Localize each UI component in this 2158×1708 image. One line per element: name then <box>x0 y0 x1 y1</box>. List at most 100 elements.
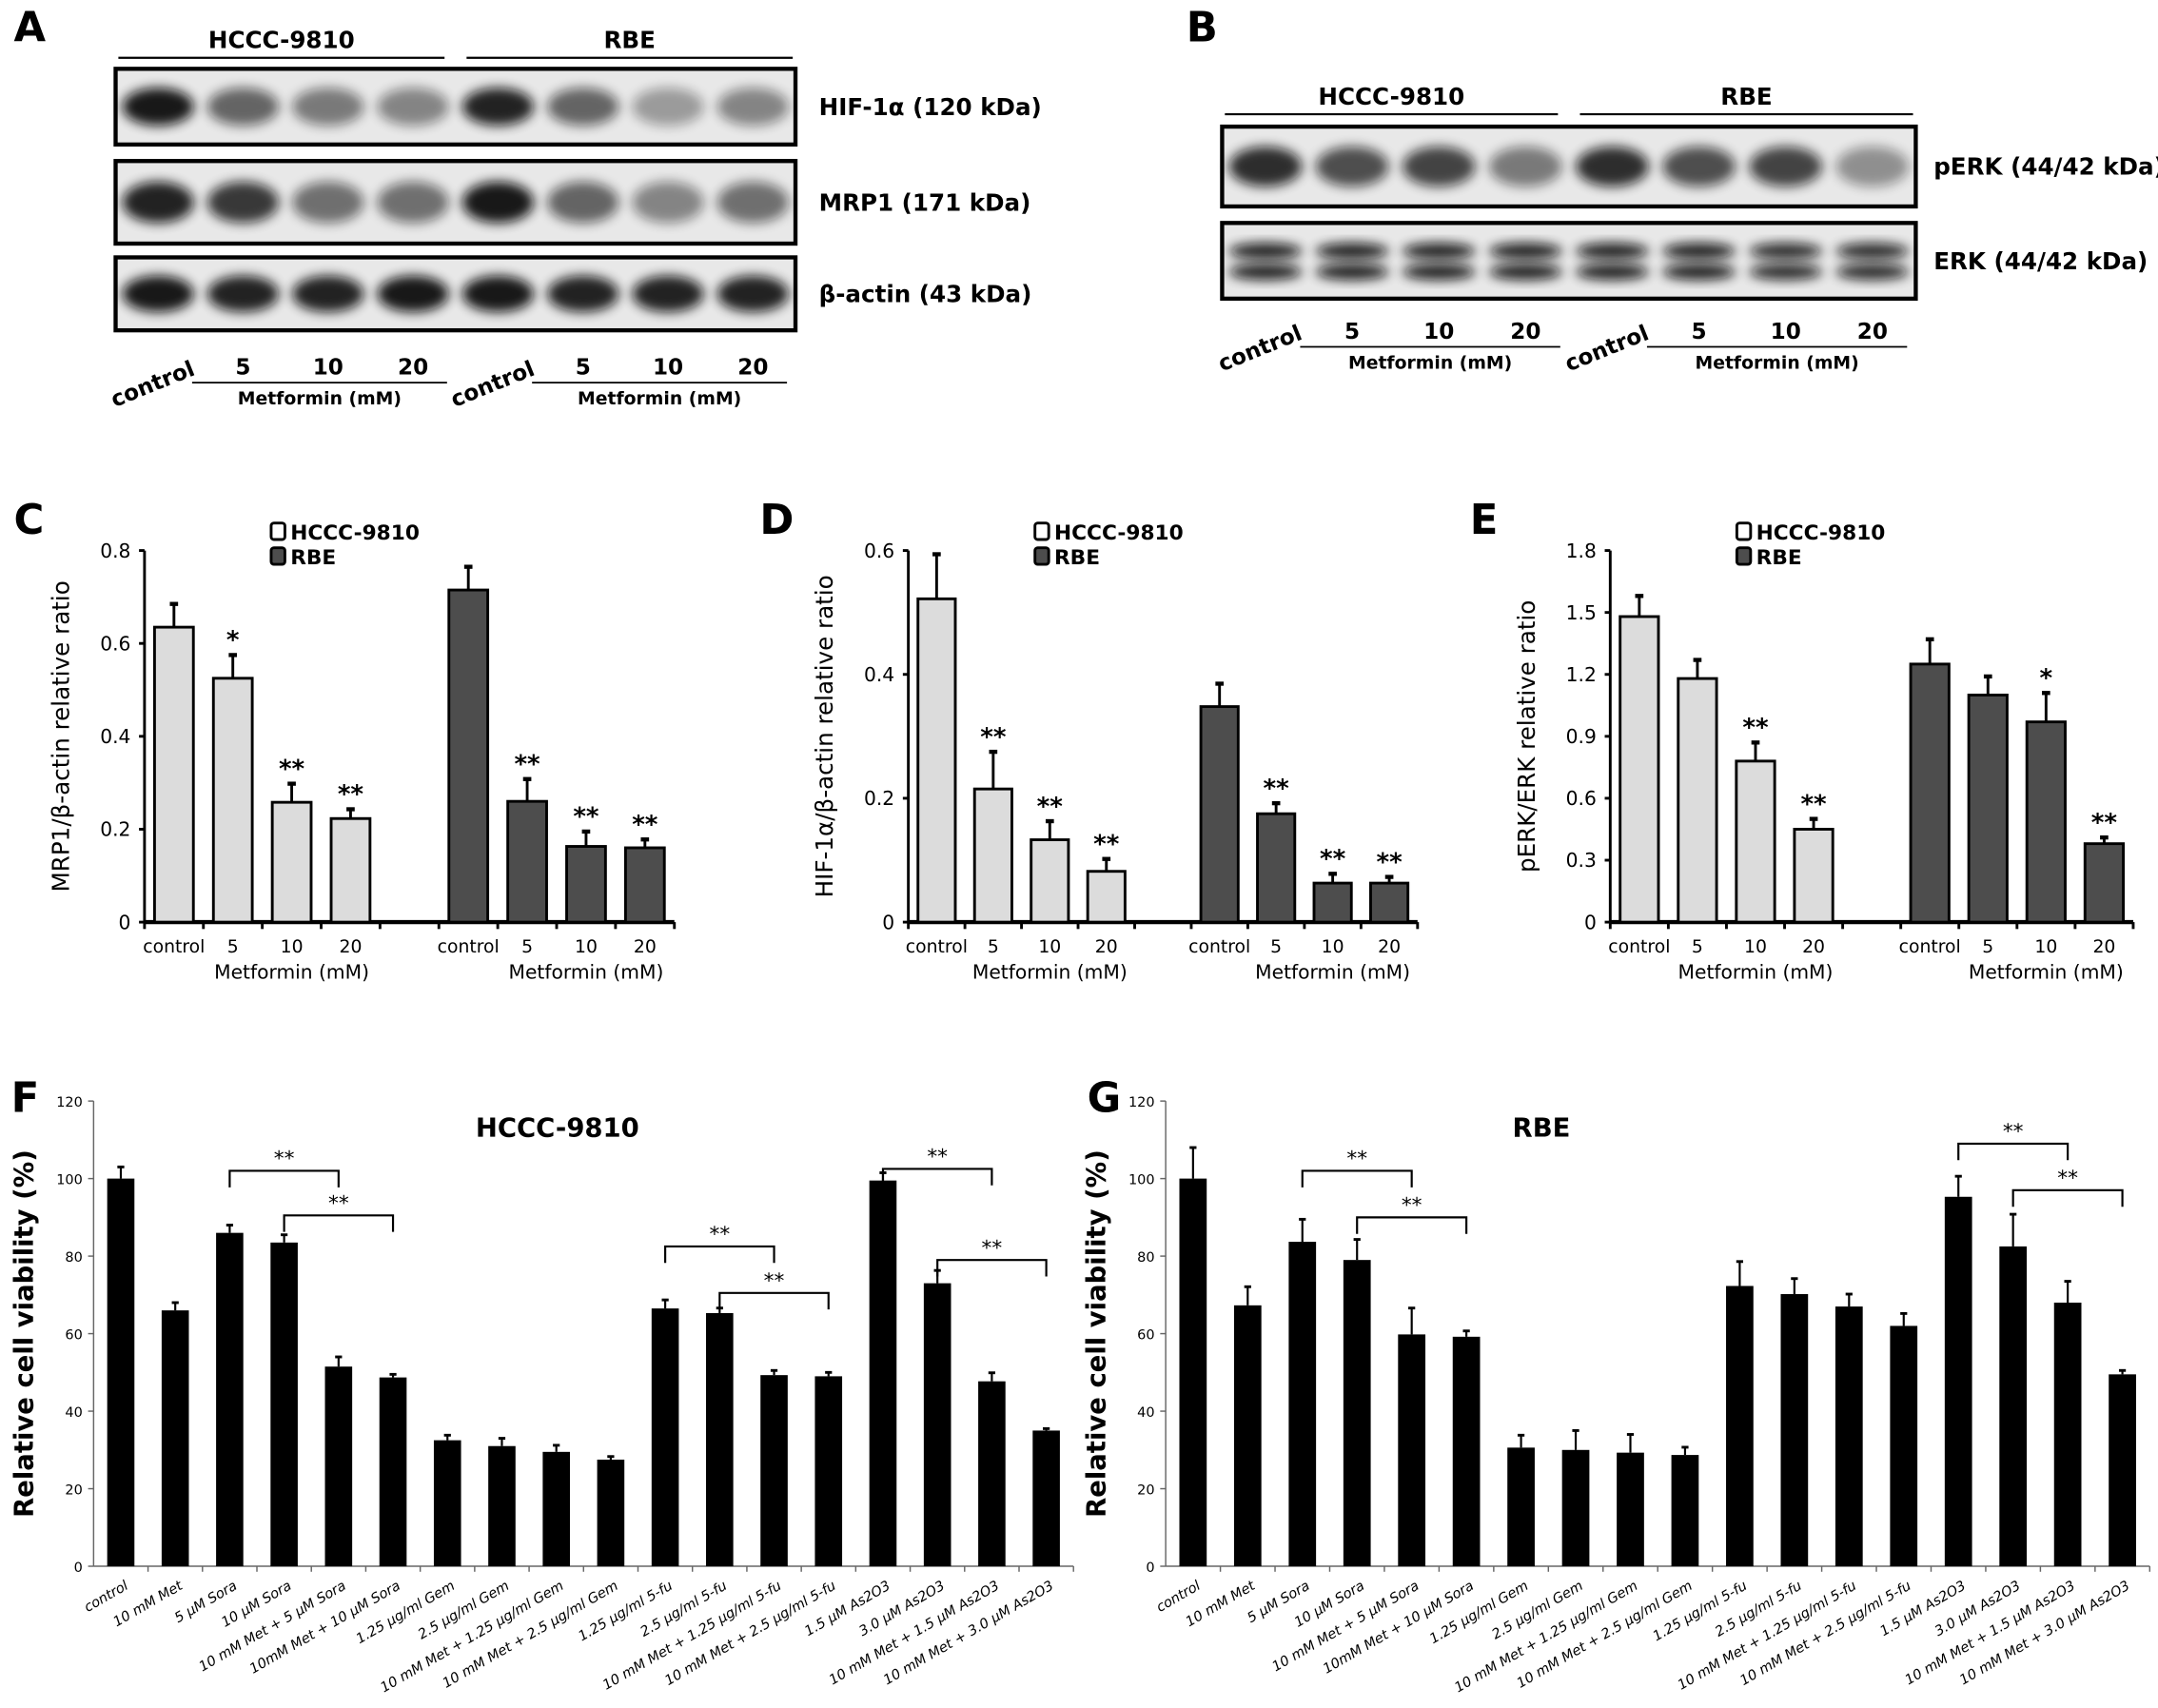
bar <box>2109 1374 2136 1567</box>
y-tick-label: 120 <box>56 1095 83 1110</box>
bar <box>506 799 548 924</box>
protein-band <box>122 88 194 126</box>
y-axis-label: HIF-1α/β-actin relative ratio <box>811 575 838 897</box>
legend-swatch <box>1735 546 1753 566</box>
x-axis-label: Metformin (mM) <box>214 960 369 983</box>
bar <box>1561 1449 1590 1567</box>
western-blots: HCCC-9810 RBE HIF-1α (120 kDa) MRP1 (171 kD… <box>108 27 2158 413</box>
protein-band <box>1402 147 1476 187</box>
significance-bracket <box>228 1169 340 1188</box>
significance-marker: ** <box>2003 1120 2024 1144</box>
protein-band <box>206 88 279 126</box>
y-tick-label: 0.3 <box>1566 849 1597 872</box>
chart-D: 0 0.2 0.4 0.6 HIF-1α/β-actin relative ratio c… <box>811 521 1420 983</box>
x-tick-label: 10 <box>281 937 304 957</box>
bar <box>972 787 1013 924</box>
x-tick-label: 20 <box>339 937 362 957</box>
significance-marker: ** <box>1800 790 1827 818</box>
protein-band <box>292 88 364 126</box>
protein-band <box>1228 147 1303 187</box>
legend-swatch <box>269 521 286 541</box>
y-tick-label: 0.4 <box>100 725 130 748</box>
significance-marker: ** <box>2091 809 2118 837</box>
chart-C: 0 0.2 0.4 0.6 0.8 MRP1/β-actin relative ratio… <box>47 521 677 983</box>
legend-swatch <box>1033 546 1050 566</box>
protein-band <box>547 275 619 312</box>
panel-label: C <box>13 497 44 544</box>
significance-marker: ** <box>764 1269 785 1293</box>
significance-marker: ** <box>1376 848 1403 876</box>
protein-band <box>547 88 619 126</box>
bar <box>324 1366 353 1567</box>
bar <box>565 845 607 924</box>
protein-band <box>1576 243 1649 260</box>
protein-band <box>377 181 449 224</box>
y-tick-label: 20 <box>65 1482 82 1498</box>
x-tick-label: 20 <box>1378 937 1401 957</box>
y-tick-label: 0 <box>74 1561 83 1576</box>
significance-marker: ** <box>2057 1167 2078 1190</box>
significance-bracket <box>718 1291 830 1310</box>
chart-title: RBE <box>1513 1113 1571 1144</box>
cell-line-header: RBE <box>604 27 656 54</box>
protein-band <box>1228 243 1303 260</box>
protein-band <box>1835 147 1910 187</box>
x-tick-label: 20 <box>1802 937 1825 957</box>
significance-bracket <box>283 1214 395 1232</box>
y-tick-label: 0.2 <box>864 787 894 810</box>
protein-band <box>1576 147 1649 187</box>
significance-marker: ** <box>1093 830 1120 858</box>
bar <box>1398 1334 1426 1567</box>
y-tick-label: 100 <box>1128 1172 1155 1188</box>
protein-band <box>1749 263 1823 281</box>
protein-band <box>292 181 364 224</box>
bar <box>651 1308 679 1567</box>
x-axis-label: Metformin (mM) <box>509 960 664 983</box>
lane-label-control: control <box>1561 321 1652 377</box>
significance-marker: ** <box>980 723 1007 752</box>
x-tick-label: 5 <box>521 937 533 957</box>
lane-label-dose: 20 <box>737 355 768 380</box>
x-tick-label: control <box>1188 937 1250 957</box>
bar <box>1890 1325 1918 1567</box>
y-tick-label: 0.6 <box>100 632 130 655</box>
y-axis-label: MRP1/β-actin relative ratio <box>47 580 74 892</box>
chart-title: HCCC-9810 <box>476 1113 639 1144</box>
x-tick-label: 10 <box>2034 937 2057 957</box>
bar <box>623 846 666 924</box>
protein-band <box>632 275 704 312</box>
protein-band <box>1315 263 1389 281</box>
significance-bracket <box>1356 1216 1468 1234</box>
x-tick-label: 10 <box>1322 937 1344 957</box>
legend-label: HCCC-9810 <box>1756 521 1886 545</box>
legend-swatch <box>1033 521 1050 541</box>
bar <box>1677 677 1718 924</box>
significance-marker: ** <box>1346 1148 1367 1171</box>
y-tick-label: 60 <box>65 1327 82 1343</box>
x-tick-label: 1.25 μg/ml Gem <box>354 1579 458 1647</box>
lane-label-dose: 10 <box>653 355 683 380</box>
bar <box>2083 842 2126 924</box>
bar <box>597 1459 625 1567</box>
lane-label-control: control <box>108 357 198 413</box>
bar <box>1967 693 2009 924</box>
significance-marker: ** <box>632 811 658 839</box>
significance-bracket <box>881 1168 993 1186</box>
bar <box>542 1451 570 1567</box>
y-tick-label: 1.2 <box>1566 663 1597 686</box>
bar <box>152 625 195 924</box>
lane-label-dose: 10 <box>1423 320 1454 344</box>
y-tick-label: 20 <box>1137 1482 1154 1498</box>
x-tick-label: control <box>1608 937 1670 957</box>
protein-band <box>1402 263 1476 281</box>
bar <box>1944 1196 1972 1567</box>
significance-bracket <box>664 1245 775 1264</box>
protein-band <box>547 181 619 224</box>
bar <box>1030 838 1070 924</box>
x-tick-label: 10 <box>1038 937 1061 957</box>
protein-band <box>1749 243 1823 260</box>
significance-marker: ** <box>514 751 540 779</box>
protein-band <box>206 275 279 312</box>
legend-label: RBE <box>1756 546 1802 570</box>
